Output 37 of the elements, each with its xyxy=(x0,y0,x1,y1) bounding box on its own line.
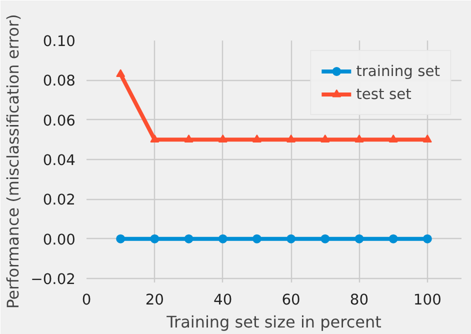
point xyxy=(388,234,398,244)
y-tick-label: 0.06 xyxy=(42,112,76,130)
legend-label: training set xyxy=(356,62,440,80)
y-axis-title: Performance (misclassification error) xyxy=(4,14,23,309)
point xyxy=(388,134,398,142)
x-tick-label: 100 xyxy=(413,292,442,308)
point xyxy=(320,134,330,142)
x-tick-label: 80 xyxy=(350,292,369,308)
point xyxy=(252,234,262,244)
point xyxy=(286,234,296,244)
legend-label: test set xyxy=(356,86,412,102)
point xyxy=(150,134,160,142)
point xyxy=(150,234,160,244)
point xyxy=(252,134,262,142)
x-tick-label: 40 xyxy=(214,292,232,308)
y-tick-label: 0.00 xyxy=(42,231,76,248)
point xyxy=(354,234,364,244)
y-tick-label: 0.10 xyxy=(42,33,76,50)
y-tick-label: 0.04 xyxy=(42,152,76,170)
point xyxy=(320,234,330,244)
point xyxy=(116,234,126,244)
point xyxy=(354,134,364,142)
point xyxy=(218,134,228,142)
point xyxy=(422,234,432,244)
point xyxy=(286,134,296,142)
x-tick-label: 60 xyxy=(282,292,300,308)
y-tick-label: 0.08 xyxy=(42,72,76,90)
point xyxy=(218,234,228,244)
point xyxy=(184,134,194,142)
y-tick-label: −0.02 xyxy=(30,271,76,288)
point xyxy=(184,234,194,244)
point xyxy=(422,134,432,142)
x-axis-title: Training set size in percent xyxy=(166,312,382,332)
x-tick-label: 20 xyxy=(145,292,164,308)
y-tick-label: 0.02 xyxy=(42,192,76,209)
point xyxy=(116,69,126,78)
x-tick-label: 0 xyxy=(82,292,92,308)
